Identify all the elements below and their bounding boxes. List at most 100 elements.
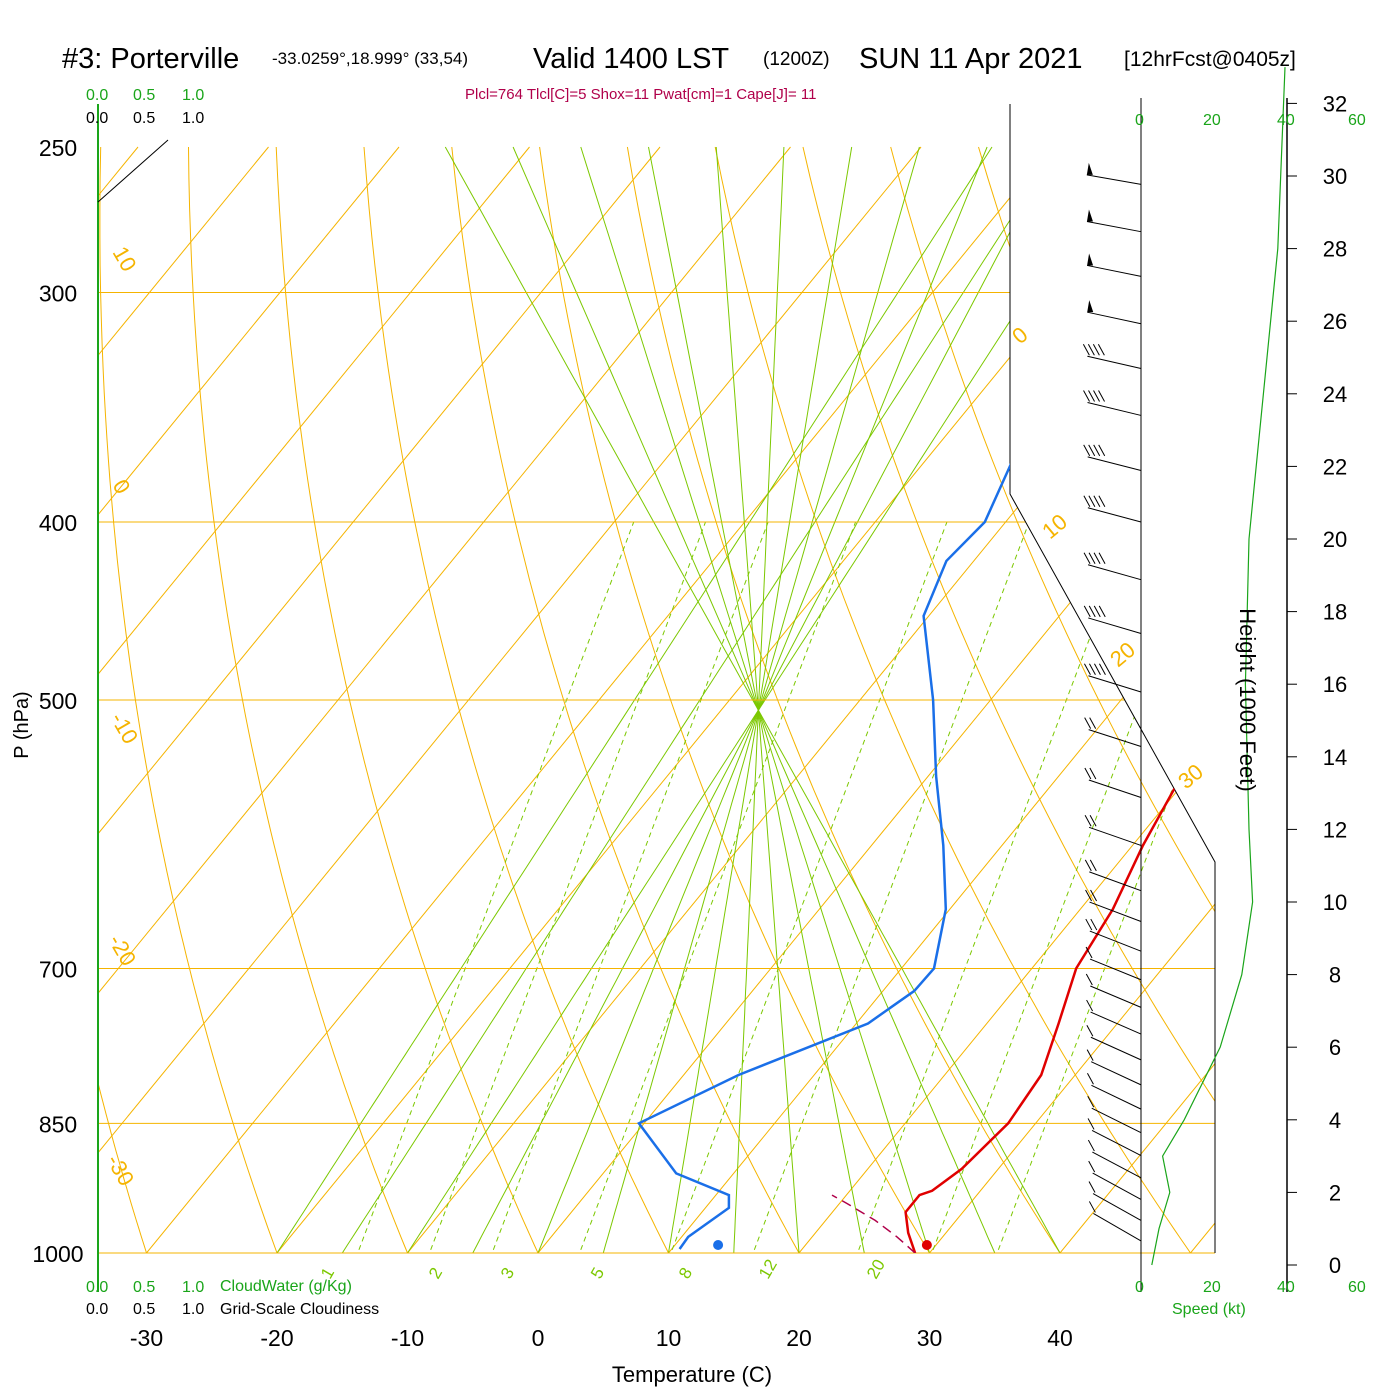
wind-barb-feather (1098, 605, 1106, 618)
wind-barb-feather (1098, 552, 1106, 565)
wind-barb-feather (1086, 1025, 1094, 1037)
dry-adiabat-line (626, 146, 1087, 1253)
cloudwater-top-tick-0: 0.0 (86, 87, 108, 104)
speed-top-tick-0: 0 (1135, 112, 1144, 129)
parcel-path-line (831, 1194, 916, 1253)
isotherm-label: 0 (1007, 322, 1032, 349)
wind-barb-feather (1093, 495, 1101, 507)
wind-barb (1087, 1139, 1142, 1179)
wind-barb (1083, 495, 1142, 523)
forecast-info: [12hrFcst@0405z] (1124, 48, 1296, 71)
cloudiness-top-tick-2: 1.0 (182, 110, 204, 127)
wind-barb (1087, 1073, 1142, 1110)
mixing-ratio-label: 3 (497, 1264, 518, 1282)
wind-barb (1086, 209, 1142, 233)
wind-barb-feather (1098, 444, 1106, 457)
wind-barb (1083, 605, 1142, 634)
wind-barb-feather (1086, 1049, 1094, 1061)
wind-barb-staff (1091, 1107, 1142, 1134)
wind-barb-feather (1088, 552, 1096, 565)
moist-adiabat-line (512, 146, 1013, 1253)
wind-speed-line (1151, 67, 1286, 1266)
wind-barb (1088, 1181, 1142, 1221)
mixing-ratio-line (982, 521, 1215, 1253)
speed-bottom-tick-3: 60 (1348, 1279, 1366, 1296)
isotherm-line (98, 146, 530, 1253)
zulu-time: (1200Z) (763, 49, 830, 70)
mixing-ratio-line (476, 521, 769, 1253)
cloudwater-bottom-tick-1: 0.5 (133, 1279, 155, 1296)
mixing-ratio-lines (342, 521, 1215, 1253)
wind-barb-staff (1089, 958, 1142, 981)
mixing-ratio-label: 12 (755, 1256, 781, 1282)
wind-barb (1084, 859, 1142, 892)
wind-barb-feather (1087, 1073, 1094, 1085)
wind-barb-staff (1092, 1172, 1142, 1200)
wind-barb-staff (1087, 402, 1142, 416)
isotherm-label: -30 (102, 1150, 140, 1190)
wind-barb-feather (1094, 663, 1101, 676)
dry-adiabat-line (890, 146, 1215, 1253)
wind-barb-feather (1083, 444, 1091, 457)
pressure-tick-label: 850 (39, 1111, 77, 1137)
cloudiness-top-tick-1: 0.5 (133, 110, 155, 127)
wind-barb-feather (1085, 946, 1093, 959)
isobar-lines (98, 291, 1215, 1254)
wind-barb (1087, 300, 1142, 325)
wind-barb (1088, 1201, 1142, 1242)
wind-barb (1086, 162, 1142, 185)
wind-barb-feather (1093, 390, 1100, 402)
wind-barb (1086, 999, 1142, 1035)
wind-barb-feather (1092, 344, 1100, 356)
dry-adiabat-line (539, 146, 954, 1253)
wind-barb-staff (1086, 174, 1142, 185)
wind-barb-staff (1086, 264, 1142, 277)
wind-barb-feather (1085, 973, 1093, 986)
wind-barb-feather (1085, 889, 1092, 902)
wind-barb (1084, 717, 1142, 747)
dry-adiabat-line (1242, 147, 1400, 1292)
wind-barb (1085, 946, 1142, 981)
speed-top-tick-2: 40 (1277, 112, 1295, 129)
temperature-line (904, 183, 1215, 1253)
moist-adiabat-line (648, 146, 873, 1253)
wind-barb-staff (1090, 1011, 1142, 1035)
wind-barb-staff (1090, 1061, 1142, 1086)
wind-barb-staff (1091, 1084, 1142, 1110)
temperature-tick-label: -10 (391, 1325, 424, 1351)
height-tick-label: 2 (1329, 1180, 1341, 1205)
wind-barb-staff (1088, 729, 1142, 747)
y-axis-title: P (hPa) (11, 691, 33, 758)
wind-barb-pennant (1086, 209, 1093, 222)
dry-adiabat-line (363, 146, 690, 1253)
wind-barb (1085, 918, 1142, 952)
wind-barb (1084, 815, 1142, 846)
wind-barb-staff (1087, 456, 1142, 471)
wind-barb-feather (1088, 1160, 1096, 1173)
cloudwater-bottom-tick-2: 1.0 (182, 1279, 204, 1296)
valid-date: SUN 11 Apr 2021 (859, 43, 1083, 75)
dry-adiabat-line (1153, 146, 1215, 1253)
wind-barb-pennant (1086, 162, 1093, 175)
cloudwater-top-tick-2: 1.0 (182, 87, 204, 104)
pressure-tick-label: 400 (39, 510, 77, 536)
isotherm-line (1190, 146, 1215, 1253)
moist-adiabat-line (715, 146, 803, 1253)
sounding-indices: Plcl=764 Tlcl[C]=5 Shox=11 Pwat[cm]=1 Ca… (465, 86, 816, 103)
wind-barb-feather (1089, 815, 1097, 827)
dry-adiabat-line (451, 146, 822, 1253)
cloudiness-label: Grid-Scale Cloudiness (220, 1301, 379, 1318)
mixing-ratio-line (737, 521, 1030, 1253)
isotherm-label: 20 (1105, 637, 1140, 672)
wind-barb (1085, 973, 1142, 1008)
speed-label: Speed (kt) (1172, 1301, 1246, 1318)
mixing-ratio-label: 2 (425, 1264, 446, 1282)
mixing-ratio-line (414, 521, 706, 1253)
wind-barb-feather (1084, 663, 1091, 676)
surface-temperature-marker (921, 1240, 932, 1250)
pressure-tick-label: 250 (39, 135, 77, 161)
wind-barb-staff (1087, 355, 1142, 369)
wind-barb (1082, 344, 1142, 369)
isotherm-line (98, 146, 269, 1253)
dry-adiabat-line (275, 146, 557, 1253)
